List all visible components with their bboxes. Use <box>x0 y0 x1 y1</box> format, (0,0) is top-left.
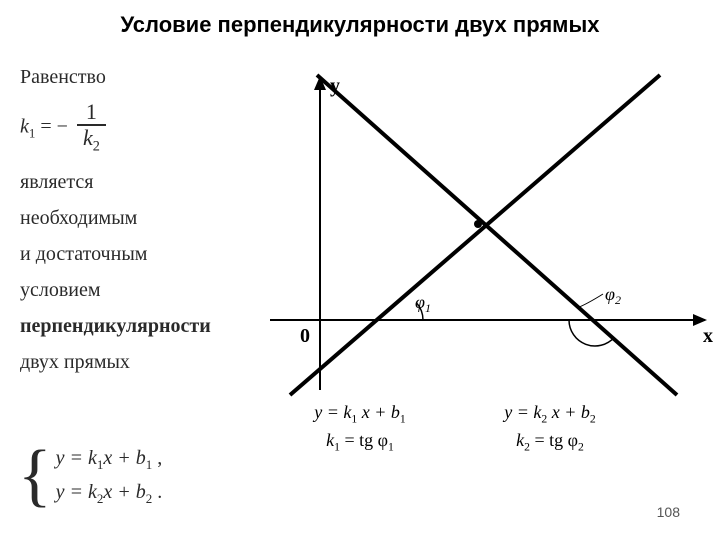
sys1-b: x + b <box>103 447 145 469</box>
sys2-end: . <box>152 481 162 503</box>
eqr1b: x + b <box>547 402 590 422</box>
text-line-8: двух прямых <box>20 345 255 379</box>
sys2-a: y = k <box>56 481 97 503</box>
system-line-2: y = k2x + b2 . <box>56 476 163 510</box>
eql2b: = tg φ <box>340 430 388 450</box>
frac-den: k2 <box>77 126 106 155</box>
theorem-text: Равенство k1 = − 1 k2 является необходим… <box>20 60 255 381</box>
line2-equations: y = k2 x + b2 k2 = tg φ2 <box>470 400 630 456</box>
frac-num: 1 <box>77 100 106 126</box>
eqr2b: = tg φ <box>530 430 578 450</box>
eqr2a: k <box>516 430 524 450</box>
sys1-end: , <box>152 447 162 469</box>
line1-equations: y = k1 x + b1 k1 = tg φ1 <box>290 400 430 456</box>
svg-text:φ1: φ1 <box>415 292 431 315</box>
equals-minus: = − <box>35 115 68 137</box>
eqr2s2: 2 <box>578 441 584 454</box>
eq-r1-line2: k2 = tg φ2 <box>470 428 630 456</box>
eq-l1-line1: y = k1 x + b1 <box>290 400 430 428</box>
svg-text:x: x <box>703 325 713 347</box>
text-line-3: является <box>20 165 255 199</box>
sub-2: 2 <box>93 139 100 155</box>
page-number: 108 <box>657 504 680 520</box>
svg-text:φ2: φ2 <box>605 284 621 307</box>
eql2s2: 1 <box>388 441 394 454</box>
eqr1s2: 2 <box>590 413 596 426</box>
text-line-7: перпендикулярности <box>20 309 255 343</box>
eqr1a: y = k <box>504 402 541 422</box>
text-line-4: необходимым <box>20 201 255 235</box>
system-line-1: y = k1x + b1 , <box>56 442 163 476</box>
text-line-1: Равенство <box>20 60 255 94</box>
eql2a: k <box>326 430 334 450</box>
slide-title: Условие перпендикулярности двух прямых <box>0 12 720 38</box>
var-k2: k <box>83 125 93 150</box>
fraction: 1 k2 <box>77 100 106 155</box>
sys1-a: y = k <box>56 447 97 469</box>
brace-icon: { <box>18 446 52 506</box>
text-line-6: условием <box>20 273 255 307</box>
text-line-5: и достаточным <box>20 237 255 271</box>
eql1a: y = k <box>314 402 351 422</box>
eql1s2: 1 <box>400 413 406 426</box>
eql1b: x + b <box>357 402 400 422</box>
equation-system: { y = k1x + b1 , y = k2x + b2 . <box>18 442 162 510</box>
eq-l1-line2: k1 = tg φ1 <box>290 428 430 456</box>
svg-text:0: 0 <box>300 325 310 347</box>
var-k1: k <box>20 115 29 137</box>
graph-svg: yx0φ1φ2 <box>265 60 715 400</box>
eq-r1-line1: y = k2 x + b2 <box>470 400 630 428</box>
equation-k1: k1 = − 1 k2 <box>20 100 255 155</box>
sys2-b: x + b <box>103 481 145 503</box>
